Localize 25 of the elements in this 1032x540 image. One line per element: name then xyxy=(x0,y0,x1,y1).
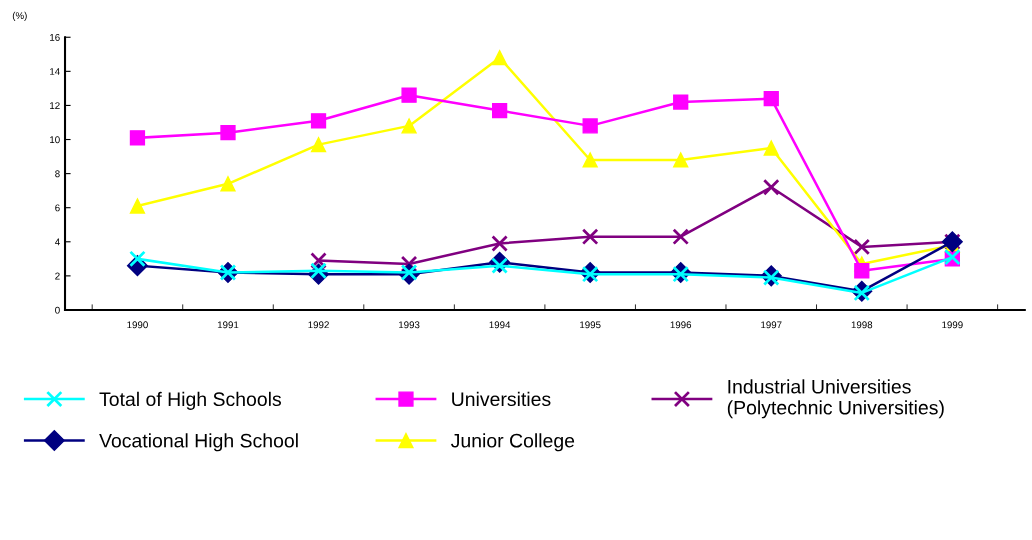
legend-label: Vocational High School xyxy=(99,433,298,452)
y-tick-label: 4 xyxy=(54,238,60,246)
legend-label: Junior College xyxy=(451,433,575,452)
x-tick-label: 1999 xyxy=(942,321,963,329)
x-tick-label: 1997 xyxy=(761,321,782,329)
x-tick-label: 1995 xyxy=(580,321,601,329)
y-tick-label: 2 xyxy=(55,272,60,280)
legend-label: Industrial Universities (Polytechnic Universities) xyxy=(727,379,944,419)
y-tick-label: 0 xyxy=(55,306,60,314)
x-tick-label: 1993 xyxy=(399,321,420,329)
x-tick-label: 1996 xyxy=(670,321,692,329)
x-tick-label: 1991 xyxy=(217,321,239,329)
x-tick-label: 1990 xyxy=(127,321,148,329)
legend-label: Total of High Schools xyxy=(99,391,281,410)
y-tick-label: 16 xyxy=(50,33,60,41)
legend-label: Universities xyxy=(452,391,551,407)
y-tick-label: 8 xyxy=(55,170,60,178)
x-tick-label: 1994 xyxy=(489,321,511,329)
y-tick-label: 12 xyxy=(50,102,60,109)
x-tick-label: 1998 xyxy=(851,321,873,329)
x-tick-label: 1992 xyxy=(308,321,329,329)
y-tick-label: 10 xyxy=(50,136,60,144)
y-tick-label: 6 xyxy=(55,204,60,212)
y-tick-label: 14 xyxy=(50,68,60,75)
y-axis-title: (%) xyxy=(12,11,27,21)
